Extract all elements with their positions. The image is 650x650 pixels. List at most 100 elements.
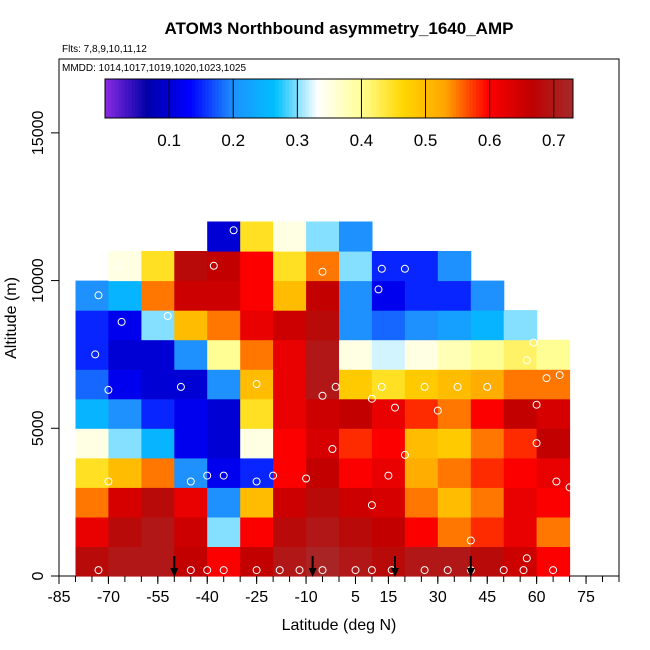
x-tick-label: -25 [245,589,268,606]
flights-subtitle: Flts: 7,8,9,10,11,12 [62,44,147,55]
colorbar-swatch [211,79,216,118]
colorbar-swatch [145,79,149,118]
sample-point [499,566,508,575]
heat-cell [437,339,472,370]
sample-point [367,501,376,510]
heat-cell [404,251,439,282]
sample-point [367,566,376,575]
heat-cell [141,428,175,459]
colorbar-swatch [532,79,537,118]
x-axis-label: Latitude (deg N) [282,617,397,634]
colorbar-swatch [312,79,317,118]
colorbar-swatch [328,79,333,118]
heat-cell [470,369,505,400]
heat-cell [108,428,142,459]
heat-cell [108,339,142,370]
colorbar-swatch [335,79,340,118]
colorbar-swatch [272,79,276,118]
colorbar-swatch [425,79,430,118]
colorbar-swatch [165,79,170,118]
sample-point [532,439,541,448]
colorbar-swatch [302,79,307,118]
sample-point [209,261,218,270]
colorbar-swatch [125,79,129,118]
colorbar-swatch [282,79,287,118]
colorbar-swatch [469,79,474,118]
heat-cell [536,339,571,370]
heat-cell [207,398,241,429]
colorbar-swatch [322,79,327,118]
colorbar-swatch [492,79,497,118]
heat-cell [174,310,208,341]
heat-cell [306,339,340,370]
heat-cell [207,310,241,341]
colorbar-swatch [506,79,510,118]
colorbar-swatch [395,79,400,118]
heat-cell [273,369,307,400]
x-tick-label: -10 [294,589,317,606]
heat-cell [404,516,439,547]
sample-point [377,264,386,273]
colorbar-swatch [412,79,417,118]
heat-cell [339,310,373,341]
colorbar-swatch [496,79,500,118]
y-axis: 0 5000 10000 15000 [30,111,59,580]
colorbar-swatch [429,79,434,118]
sample-point [466,536,475,545]
heat-cell [371,310,406,341]
heat-cell [75,280,109,311]
colorbar-swatch [188,79,193,118]
colorbar-swatch [118,79,123,118]
heat-cell [339,251,373,282]
colorbar-swatch [562,79,567,118]
heat-cell [306,310,340,341]
colorbar-tick-label: 0.2 [221,131,245,150]
sample-point [400,450,409,459]
heat-cell [306,487,340,518]
heat-cell [273,398,307,429]
heat-cell [141,487,175,518]
sample-point [176,382,185,391]
heat-cell [174,398,208,429]
sample-point [433,406,442,415]
colorbar-swatch [405,79,410,118]
colorbar-swatch [158,79,163,118]
colorbar-swatch [439,79,444,118]
heat-cell [240,251,274,282]
colorbar-frame [104,78,574,119]
sample-point [420,566,429,575]
colorbar-swatch [486,79,490,118]
colorbar: 0.1 0.2 0.3 0.4 0.5 0.6 0.7 [104,78,574,150]
heat-cell [240,221,274,252]
heat-cell [470,310,505,341]
sample-point [302,474,311,483]
colorbar-swatch [559,79,564,118]
heat-cell [404,428,439,459]
colorbar-swatch [385,79,390,118]
down-arrow-head [391,568,399,577]
colorbar-swatch [208,79,213,118]
colorbar-swatch [198,79,203,118]
heat-cell [306,516,340,547]
colorbar-swatch [459,79,464,118]
heat-cell [108,457,142,488]
colorbar-swatch [402,79,407,118]
heat-cell [75,398,109,429]
sample-point [519,566,528,575]
dates-subtitle: MMDD: 1014,1017,1019,1020,1023,1025 [62,63,246,74]
colorbar-swatch [345,79,350,118]
heat-cell [108,251,142,282]
heat-cell [207,546,241,577]
colorbar-swatch [502,79,507,118]
colorbar-swatch [462,79,467,118]
colorbar-tick-label: 0.3 [286,131,310,150]
heat-cell [240,457,274,488]
sample-point [582,566,591,575]
heat-cell [536,516,571,547]
colorbar-swatch [178,79,183,118]
heat-cell [273,251,307,282]
sample-point [186,477,195,486]
heat-cell [470,398,505,429]
colorbar-swatch [121,79,126,118]
